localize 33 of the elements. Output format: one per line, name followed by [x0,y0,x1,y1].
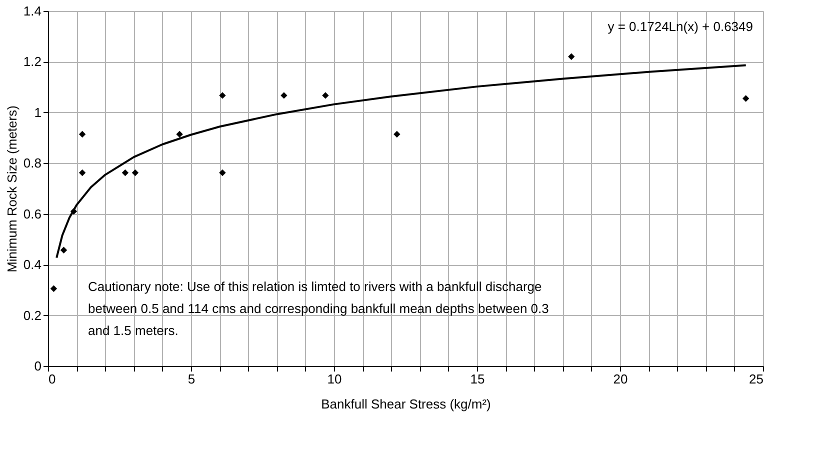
point [568,53,575,60]
y-tick-label: 0 [34,358,42,374]
point [219,92,226,99]
point [78,130,86,138]
point [176,130,183,138]
point [78,169,86,176]
point [219,169,226,176]
point [322,92,329,99]
point [394,130,400,138]
point [50,285,58,292]
y-tick-label: 0.4 [23,257,42,272]
annotation: Cautionary note: Use of this relation is limted to rivers with a bankfull discharge between 0.5 and 114 cms and corresponding bankfull mean depths between 0.3 and 1.5 meters. [88,279,549,338]
x-tick-label: 5 [188,372,196,386]
point [122,169,129,176]
y-tick-label: 0.8 [23,156,42,171]
y-axis-title: Minimum Rock Size (meters) [4,106,20,272]
x-tick-label: 0 [48,372,56,386]
x-axis-title: Bankfull Shear Stress (kg/m²) [321,396,491,412]
annotation: y = 0.1724Ln(x) + 0.6349 [608,19,753,34]
y-tick-label: 1.4 [23,4,42,18]
point [60,246,68,254]
point [132,169,139,176]
line-series [56,64,747,259]
y-tick-label: 0.6 [23,206,42,222]
y-tick-label: 1 [34,104,42,120]
x-tick-label: 25 [749,372,764,386]
y-tick-label: 1.2 [23,54,42,70]
y-tick-label: 0.2 [23,308,42,323]
x-tick-label: 10 [327,372,342,386]
x-tick-label: 20 [613,372,628,386]
x-tick-label: 15 [470,372,485,386]
point [280,92,288,99]
point [742,95,750,102]
